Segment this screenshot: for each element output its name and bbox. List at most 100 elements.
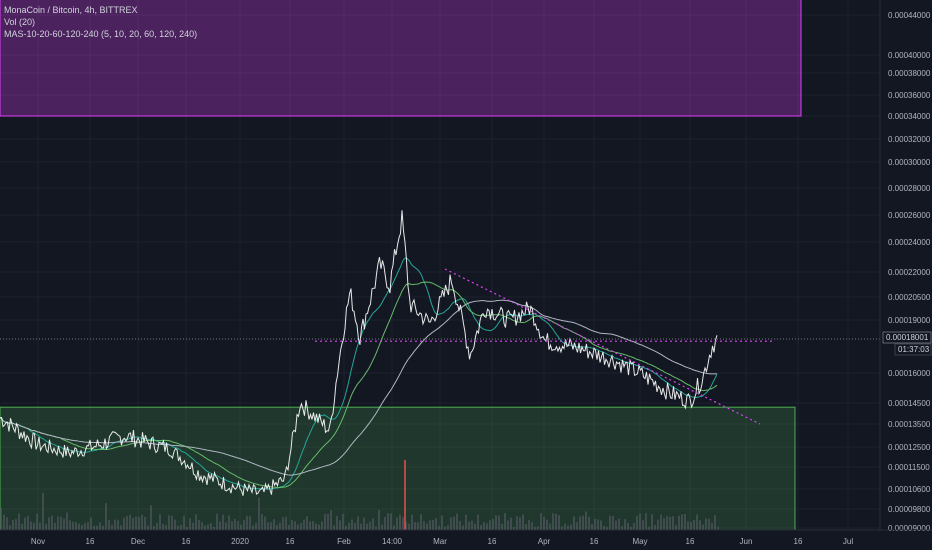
price-tick-label: 0.00044000	[888, 11, 931, 20]
volume-bar	[99, 522, 101, 530]
volume-bar	[312, 521, 314, 530]
volume-bar	[273, 519, 275, 530]
time-tick-label: Mar	[433, 537, 447, 546]
volume-bar	[315, 523, 317, 530]
volume-bar	[90, 517, 92, 530]
volume-bar	[444, 526, 446, 530]
volume-bar	[516, 516, 518, 530]
volume-bar	[402, 516, 404, 530]
volume-bar	[429, 520, 431, 530]
volume-bar	[495, 515, 497, 530]
zones	[0, 0, 802, 531]
volume-bar	[621, 526, 623, 530]
volume-spike-bar	[404, 460, 406, 530]
volume-bar	[3, 514, 5, 530]
volume-bar	[630, 526, 632, 530]
volume-bar	[288, 525, 290, 530]
price-tick-label: 0.00016000	[888, 369, 931, 378]
price-tick-label: 0.00026000	[888, 211, 931, 220]
time-tick-label: Jun	[740, 537, 753, 546]
volume-bar	[87, 522, 89, 530]
volume-bar	[582, 515, 584, 530]
volume-bar	[129, 514, 131, 530]
volume-bar	[345, 525, 347, 530]
ma-indicator-label[interactable]: MAS-10-20-60-120-240 (5, 10, 20, 60, 120…	[4, 29, 198, 39]
volume-bar	[309, 521, 311, 530]
volume-bar	[303, 519, 305, 530]
volume-bar	[165, 525, 167, 530]
current-price-label: 0.00018001	[886, 333, 929, 342]
volume-bar	[243, 519, 245, 530]
volume-indicator-label[interactable]: Vol (20)	[4, 17, 36, 27]
volume-bar	[132, 517, 134, 530]
volume-bar	[657, 519, 659, 530]
volume-bar	[711, 523, 713, 530]
volume-bar	[627, 522, 629, 530]
volume-bar	[459, 520, 461, 530]
volume-bar	[549, 523, 551, 530]
price-tick-label: 0.00030000	[888, 158, 931, 167]
volume-bar	[441, 515, 443, 530]
volume-bar	[681, 514, 683, 530]
volume-bar	[300, 522, 302, 530]
volume-bar	[408, 523, 410, 530]
volume-bar	[18, 513, 20, 530]
volume-bar	[342, 513, 344, 530]
volume-bar	[618, 518, 620, 530]
volume-bar	[183, 515, 185, 530]
volume-bar	[696, 514, 698, 530]
price-axis[interactable]: 0.00044000 0.00040000 0.00038000 0.00036000…	[879, 0, 932, 533]
volume-bar	[561, 526, 563, 530]
volume-bar	[249, 515, 251, 530]
volume-bar	[258, 497, 260, 530]
volume-bar	[573, 516, 575, 530]
volume-bar	[51, 515, 53, 530]
chart-legend: MonaCoin / Bitcoin, 4h, BITTREX Vol (20)…	[4, 4, 197, 40]
symbol-title[interactable]: MonaCoin / Bitcoin, 4h, BITTREX	[4, 5, 138, 15]
volume-bar	[285, 516, 287, 530]
volume-bar	[330, 510, 332, 530]
volume-bar	[267, 522, 269, 530]
volume-bar	[141, 514, 143, 530]
price-tick-label: 0.00028000	[888, 184, 931, 193]
volume-bar	[663, 518, 665, 530]
volume-bar	[675, 525, 677, 530]
volume-bar	[552, 513, 554, 530]
volume-bar	[369, 521, 371, 530]
volume-bar	[588, 516, 590, 530]
volume-bar	[234, 518, 236, 530]
volume-bar	[531, 522, 533, 530]
volume-bar	[489, 520, 491, 530]
volume-bar	[120, 525, 122, 530]
time-tick-label: Apr	[538, 537, 551, 546]
volume-bar	[543, 516, 545, 530]
volume-bar	[537, 526, 539, 530]
volume-bar	[672, 516, 674, 530]
time-tick-label: 2020	[231, 537, 249, 546]
volume-bar	[360, 523, 362, 530]
price-tick-label: 0.00022000	[888, 268, 931, 277]
volume-bar	[6, 517, 8, 530]
volume-bar	[81, 524, 83, 530]
time-axis[interactable]: Nov 16 Dec 16 2020 16 Feb 14:00 Mar 16 Apr 16 May 16 J…	[0, 529, 932, 546]
volume-bar	[213, 526, 215, 530]
volume-bar	[189, 518, 191, 530]
volume-bar	[636, 515, 638, 530]
countdown-label: 01:37:03	[898, 345, 930, 354]
volume-bar	[57, 516, 59, 530]
volume-bar	[666, 516, 668, 530]
support-zone	[0, 406, 796, 531]
volume-bar	[237, 520, 239, 530]
volume-bar	[591, 523, 593, 530]
volume-bar	[546, 519, 548, 530]
volume-bar	[633, 523, 635, 530]
volume-bar	[204, 525, 206, 530]
volume-bar	[327, 513, 329, 530]
moving-averages	[0, 257, 718, 490]
volume-bar	[294, 521, 296, 530]
price-tick-label: 0.00032000	[888, 135, 931, 144]
volume-bar	[153, 526, 155, 530]
volume-bar	[594, 518, 596, 530]
volume-bar	[0, 508, 2, 530]
